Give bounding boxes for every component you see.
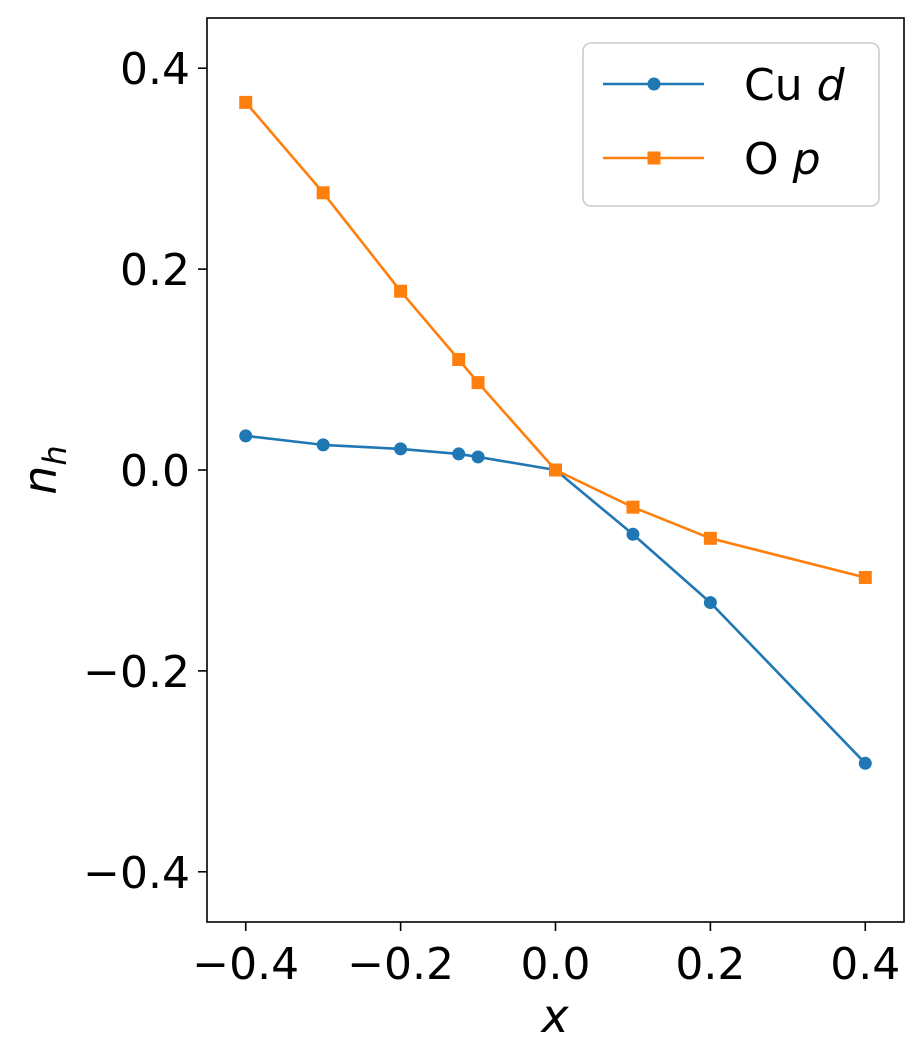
legend-marker-o-p bbox=[647, 151, 661, 165]
data-point-o-p bbox=[858, 570, 872, 584]
legend-label-cu-d: Cu d bbox=[744, 60, 846, 111]
series-layer bbox=[239, 95, 872, 770]
data-point-cu-d bbox=[703, 596, 717, 610]
series-line-cu-d bbox=[245, 434, 867, 765]
series-o-p bbox=[239, 95, 872, 584]
x-tick-label: 0.0 bbox=[521, 939, 591, 990]
legend: Cu d O p bbox=[582, 42, 880, 207]
x-tick-label: 0.4 bbox=[830, 939, 900, 990]
data-point-cu-d bbox=[452, 447, 466, 461]
y-tick-label: 0.0 bbox=[120, 446, 190, 497]
y-tick-label: 0.4 bbox=[120, 44, 190, 95]
y-tick-label: 0.2 bbox=[120, 245, 190, 296]
y-axis-ticks: −0.4 −0.2 0.0 0.2 0.4 bbox=[83, 44, 207, 899]
data-point-cu-d bbox=[858, 756, 872, 770]
series-cu-d bbox=[239, 429, 872, 770]
plot-frame bbox=[206, 17, 905, 923]
x-tick-label: 0.2 bbox=[675, 939, 745, 990]
data-point-cu-d bbox=[626, 527, 640, 541]
data-point-o-p bbox=[394, 284, 408, 298]
data-point-cu-d bbox=[471, 450, 485, 464]
data-point-o-p bbox=[239, 95, 253, 109]
data-point-o-p bbox=[703, 531, 717, 545]
legend-entry-o-p: O p bbox=[603, 134, 821, 185]
x-axis-ticks: −0.4 −0.2 0.0 0.2 0.4 bbox=[192, 922, 900, 990]
y-axis-label: nh bbox=[13, 445, 74, 494]
legend-marker-cu-d bbox=[647, 77, 661, 91]
legend-label-o-p: O p bbox=[744, 134, 821, 185]
x-tick-label: −0.2 bbox=[347, 939, 454, 990]
data-point-cu-d bbox=[316, 438, 330, 452]
data-point-o-p bbox=[471, 376, 485, 390]
data-point-o-p bbox=[452, 353, 466, 367]
data-point-cu-d bbox=[394, 442, 408, 456]
x-tick-label: −0.4 bbox=[192, 939, 299, 990]
data-point-o-p bbox=[626, 500, 640, 514]
data-point-o-p bbox=[549, 463, 562, 477]
y-tick-label: −0.2 bbox=[83, 647, 190, 698]
legend-entry-cu-d: Cu d bbox=[603, 60, 846, 111]
x-axis-label: x bbox=[539, 989, 569, 1043]
y-tick-label: −0.4 bbox=[83, 848, 190, 899]
data-point-o-p bbox=[316, 186, 330, 200]
data-point-cu-d bbox=[239, 429, 253, 443]
